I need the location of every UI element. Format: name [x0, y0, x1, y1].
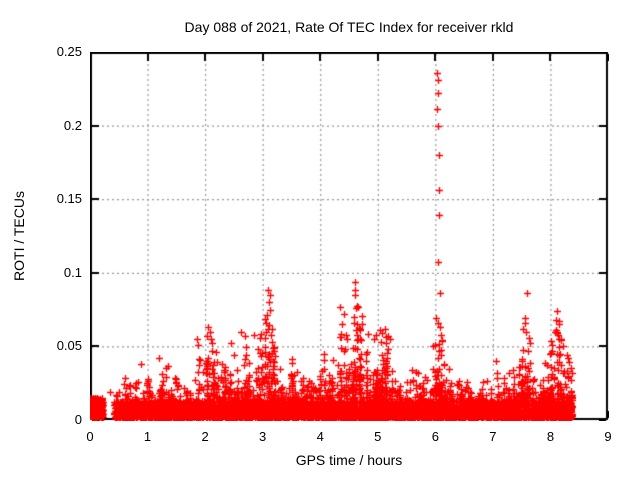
y-tick-label: 0 [74, 412, 82, 428]
x-tick-label: 1 [143, 429, 152, 444]
y-tick-label: 0.1 [63, 264, 82, 280]
x-tick-label: 5 [374, 429, 382, 444]
y-tick-label: 0.25 [56, 44, 82, 60]
x-tick-label: 8 [546, 429, 555, 444]
y-axis-title: ROTI / TECUs [11, 191, 27, 281]
scatter-plot-canvas [90, 52, 609, 421]
x-tick-label: 9 [604, 429, 612, 444]
y-tick-label: 0.15 [56, 191, 82, 207]
x-tick-label: 4 [316, 429, 324, 444]
x-tick-label: 3 [259, 429, 267, 444]
x-tick-label: 6 [431, 429, 439, 444]
x-tick-label: 2 [201, 429, 209, 444]
x-tick-label: 0 [86, 429, 94, 444]
x-tick-label: 7 [489, 429, 497, 444]
y-tick-label: 0.2 [63, 117, 82, 133]
x-axis-title: GPS time / hours [295, 452, 403, 468]
chart-title: Day 088 of 2021, Rate Of TEC Index for r… [184, 19, 514, 35]
y-tick-label: 0.05 [56, 338, 82, 354]
